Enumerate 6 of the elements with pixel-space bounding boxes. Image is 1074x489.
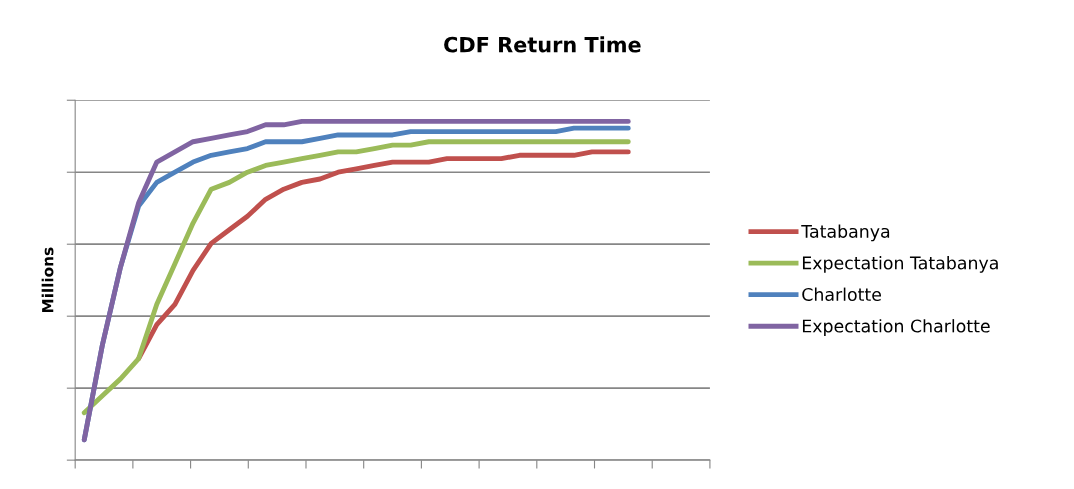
- legend-label: Charlotte: [802, 287, 881, 302]
- legend-label: Expectation Tatabanya: [802, 256, 998, 273]
- chart-title: CDF Return Time: [444, 36, 641, 53]
- y-axis-title: Millions: [41, 247, 54, 313]
- legend-label: Expectation Charlotte: [802, 319, 990, 336]
- legend-label: Tatabanya: [801, 224, 890, 242]
